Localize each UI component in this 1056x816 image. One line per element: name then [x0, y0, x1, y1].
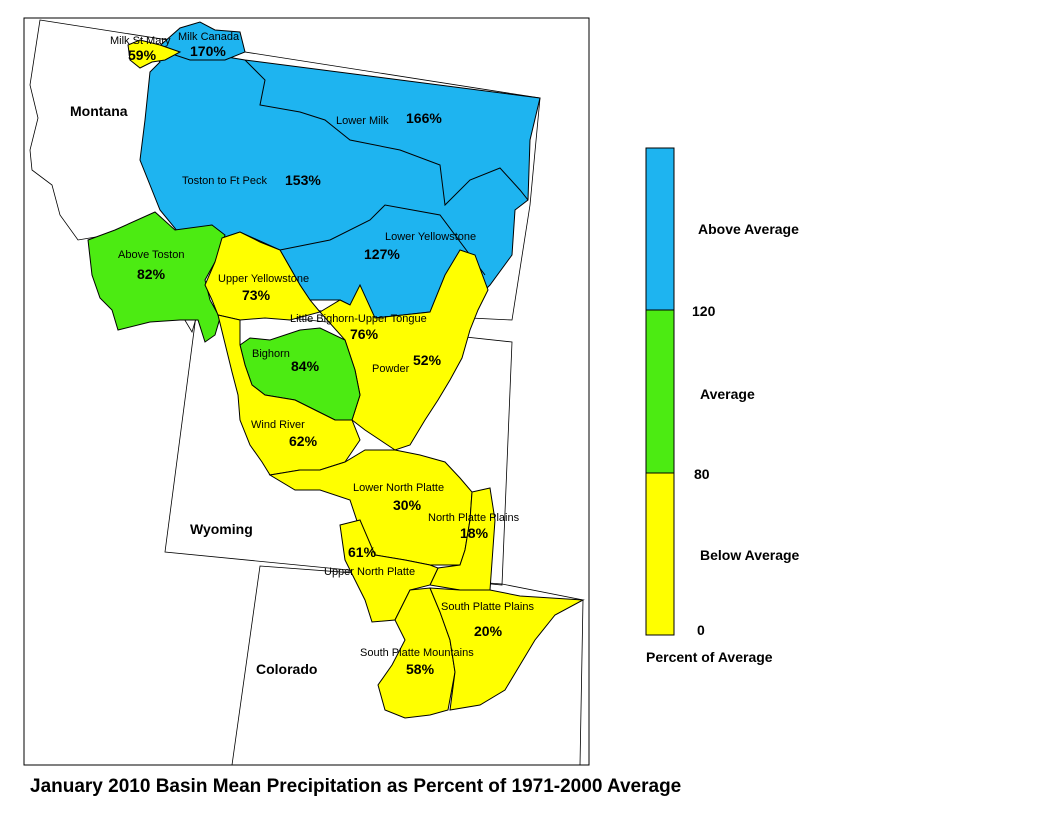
map-title: January 2010 Basin Mean Precipitation as…	[30, 776, 681, 797]
basin-name-upper-north-platte: Upper North Platte	[324, 566, 415, 578]
basin-labels: Milk St Mary 59% Milk Canada 170% Lower …	[110, 31, 534, 677]
basin-pct-milk-st-mary: 59%	[128, 47, 157, 63]
legend-label-average: Average	[700, 386, 755, 402]
basin-pct-above-toston: 82%	[137, 266, 166, 282]
basin-pct-lower-milk: 166%	[406, 110, 442, 126]
basin-lower-milk	[244, 59, 529, 207]
legend-label-above: Above Average	[698, 221, 799, 237]
legend: Above Average Average Below Average 120 …	[645, 147, 800, 665]
legend-swatch-above	[645, 147, 675, 311]
basin-pct-south-platte-mountains: 58%	[406, 661, 435, 677]
basin-pct-upper-yellowstone: 73%	[242, 287, 271, 303]
basin-pct-south-platte-plains: 20%	[474, 623, 503, 639]
basin-wind-river[interactable]	[217, 314, 361, 476]
basin-north-platte-plains[interactable]	[429, 487, 496, 591]
basin-pct-little-bighorn: 76%	[350, 326, 379, 342]
basin-name-toston-ft-peck: Toston to Ft Peck	[182, 175, 267, 187]
basin-above-toston[interactable]	[87, 211, 226, 343]
basin-milk-canada[interactable]	[153, 21, 246, 61]
legend-break-80: 80	[694, 466, 710, 482]
basin-name-powder: Powder	[372, 363, 410, 375]
basin-name-lower-yellowstone: Lower Yellowstone	[385, 231, 476, 243]
basin-milk-st-mary[interactable]	[127, 39, 182, 69]
basin-pct-north-platte-plains: 18%	[460, 525, 489, 541]
basin-pct-lower-yellowstone: 127%	[364, 246, 400, 262]
basin-name-wind-river: Wind River	[251, 419, 305, 431]
legend-label-below: Below Average	[700, 547, 800, 563]
basin-upper-yellowstone[interactable]	[204, 231, 321, 321]
basin-name-north-platte-plains: North Platte Plains	[428, 512, 520, 524]
basin-south-platte-plains[interactable]	[429, 587, 585, 711]
legend-swatch-below	[645, 472, 675, 636]
basin-pct-wind-river: 62%	[289, 433, 318, 449]
state-label-colorado: Colorado	[256, 661, 317, 677]
legend-title: Percent of Average	[646, 649, 773, 665]
legend-swatch-average	[645, 309, 675, 474]
legend-break-120: 120	[692, 303, 716, 319]
basin-name-lower-north-platte: Lower North Platte	[353, 482, 444, 494]
basin-name-above-toston: Above Toston	[118, 249, 184, 261]
basins	[87, 21, 585, 719]
basin-pct-bighorn: 84%	[291, 358, 320, 374]
basin-name-milk-st-mary: Milk St Mary	[110, 35, 171, 47]
basin-name-south-platte-mountains: South Platte Mountains	[360, 647, 474, 659]
basin-name-little-bighorn: Little Bighorn-Upper Tongue	[290, 313, 427, 325]
basin-name-bighorn: Bighorn	[252, 348, 290, 360]
basin-upper-north-platte[interactable]	[339, 519, 439, 623]
state-label-montana: Montana	[70, 103, 128, 119]
legend-break-0: 0	[697, 622, 705, 638]
basin-pct-milk-canada: 170%	[190, 43, 226, 59]
basin-name-milk-canada: Milk Canada	[178, 31, 240, 43]
basin-pct-toston-ft-peck: 153%	[285, 172, 321, 188]
state-label-wyoming: Wyoming	[190, 521, 253, 537]
basin-name-south-platte-plains: South Platte Plains	[441, 601, 534, 613]
basin-pct-powder: 52%	[413, 352, 442, 368]
basin-name-upper-yellowstone: Upper Yellowstone	[218, 273, 309, 285]
basin-pct-upper-north-platte: 61%	[348, 544, 377, 560]
state-labels: Montana Wyoming Colorado	[70, 103, 317, 677]
basin-name-lower-milk: Lower Milk	[336, 115, 389, 127]
basin-pct-lower-north-platte: 30%	[393, 497, 422, 513]
